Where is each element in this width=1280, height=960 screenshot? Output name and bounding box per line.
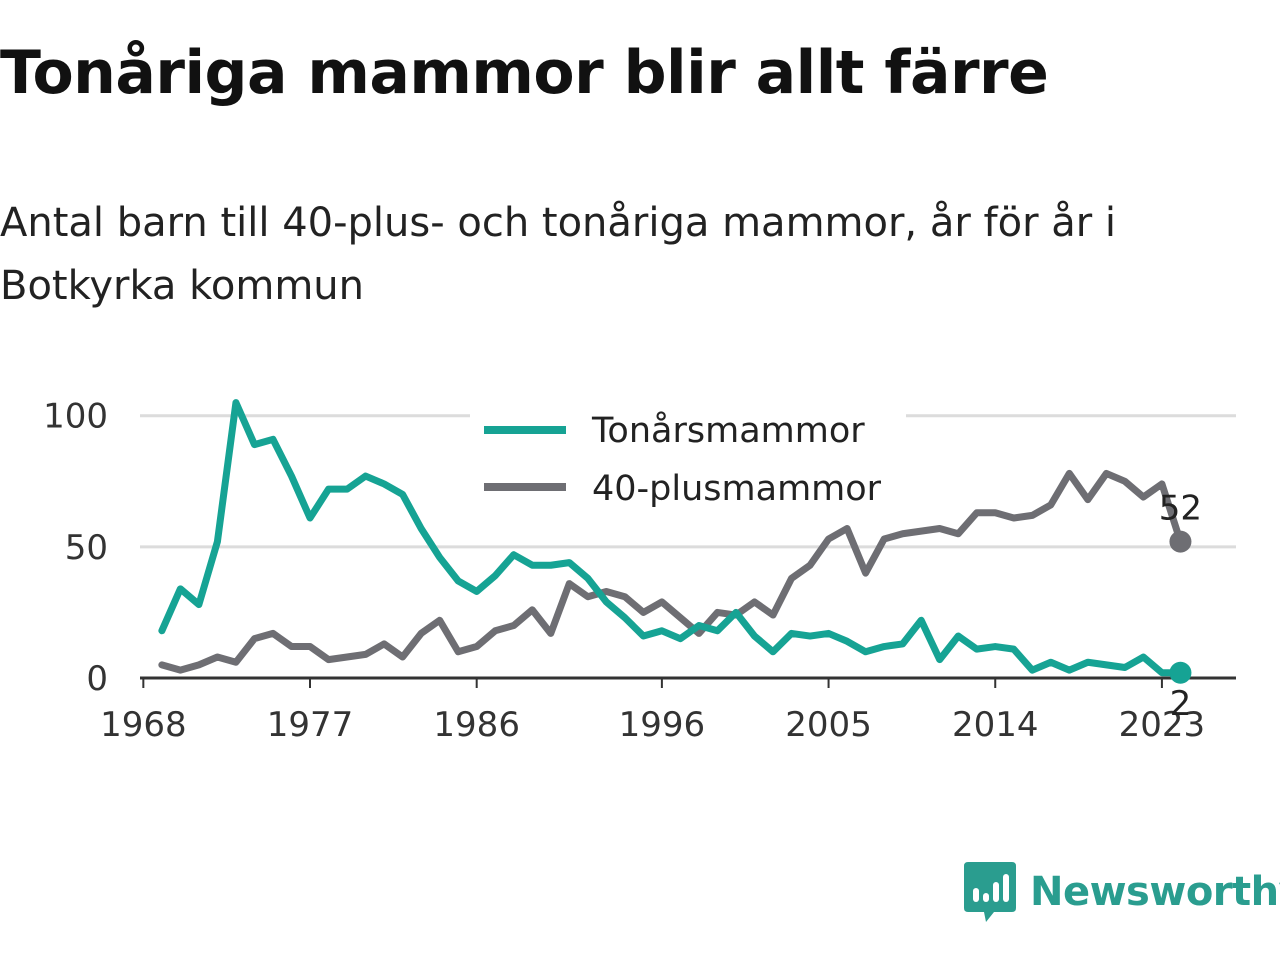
legend-background [470,402,906,530]
chart-title: Tonåriga mammor blir allt färre [0,38,1049,108]
legend: Tonårsmammor 40-plusmammor [470,402,906,530]
end-label-tonarsmammor: 2 [1170,684,1192,724]
legend-label-40-plusmammor: 40-plusmammor [592,469,882,509]
x-tick-label: 2005 [785,705,872,745]
end-marker-tonarsmammor [1169,661,1192,684]
x-axis: 1968 1977 1986 1996 2005 2014 2023 [100,676,1236,745]
y-tick-label: 100 [43,397,108,437]
x-tick-label: 1977 [267,705,354,745]
end-marker-40-plusmammor [1169,530,1192,553]
end-markers: 2 52 [1159,489,1202,724]
series-line-40-plusmammor [158,469,1184,674]
y-tick-label: 0 [86,659,108,699]
x-tick-label: 1986 [433,705,520,745]
legend-label-tonarsmammor: Tonårsmammor [591,410,865,451]
newsworthy-logo: Newsworthy [964,862,1280,922]
x-tick-label: 2014 [952,705,1039,745]
end-label-40-plusmammor: 52 [1159,489,1202,529]
x-tick-label: 1968 [100,705,187,745]
newsworthy-logo-text: Newsworthy [1030,869,1280,915]
y-axis-ticks: 0 50 100 [43,397,108,699]
y-tick-label: 50 [65,528,108,568]
series-line-tonarsmammor [158,399,1184,677]
chart-subtitle: Antal barn till 40-plus- och tonåriga ma… [0,200,1117,309]
line-chart: Tonårsmammor 40-plusmammor 1968 1977 1986 1… [43,397,1236,745]
series [158,399,1184,677]
newsworthy-logo-icon [964,862,1016,922]
x-tick-label: 1996 [619,705,706,745]
x-tick-label: 2023 [1119,705,1206,745]
